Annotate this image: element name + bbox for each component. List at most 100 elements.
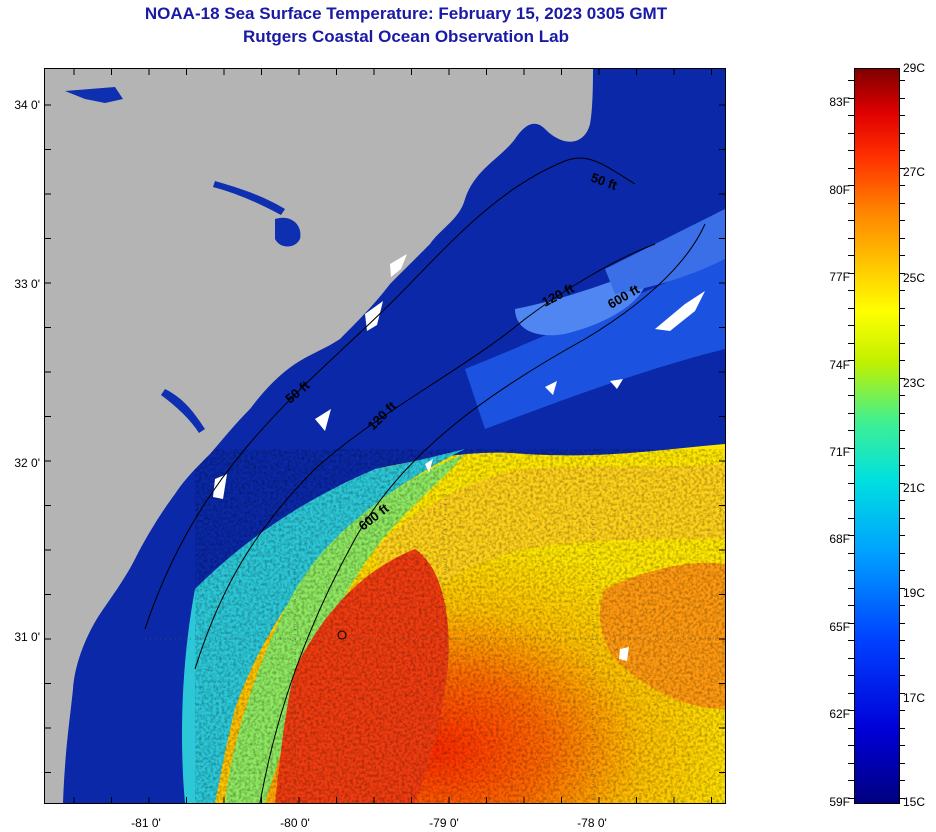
colorbar-tick [899, 780, 905, 781]
colorbar-tick [899, 430, 905, 431]
colorbar-tick [848, 150, 854, 151]
colorbar-label-59f: 59F [829, 795, 850, 809]
colorbar-tick [899, 115, 905, 116]
colorbar-tick [848, 517, 854, 519]
colorbar-tick [899, 482, 905, 484]
colorbar-tick [848, 237, 854, 239]
colorbar-label-25c: 25C [903, 271, 926, 285]
lon-label-78: -78 0' [577, 816, 607, 830]
colorbar-tick [848, 780, 854, 781]
colorbar-label-23c: 23C [903, 376, 926, 390]
colorbar-tick [848, 710, 854, 711]
sst-map[interactable]: 50 ft 120 ft 600 ft 50 ft 120 ft 600 ft [44, 68, 726, 804]
colorbar-tick [899, 447, 905, 449]
inland-lake [275, 217, 301, 247]
colorbar-label-77f: 77F [829, 270, 850, 284]
colorbar-tick [848, 692, 854, 694]
colorbar-tick [899, 552, 905, 554]
colorbar-tick [848, 80, 854, 81]
colorbar-tick [899, 500, 905, 501]
colorbar-tick [848, 447, 854, 449]
lon-label-79: -79 0' [429, 816, 459, 830]
colorbar-tick [899, 762, 905, 764]
colorbar-tick [848, 342, 854, 344]
colorbar-label-21c: 21C [903, 481, 926, 495]
colorbar-tick [848, 587, 854, 589]
colorbar-tick [848, 570, 854, 571]
colorbar-tick [899, 745, 905, 746]
cool-water-patch-2 [605, 209, 725, 294]
colorbar-tick [899, 622, 905, 624]
colorbar-tick [848, 272, 854, 274]
colorbar-tick [899, 307, 905, 309]
map-subtitle: Rutgers Coastal Ocean Observation Lab [243, 27, 569, 46]
colorbar-tick [848, 412, 854, 414]
lat-label-33: 33 0' [14, 277, 40, 291]
colorbar-tick [848, 185, 854, 186]
colorbar-label-19c: 19C [903, 586, 926, 600]
colorbar-tick [899, 290, 905, 291]
bathymetry-contours [144, 157, 706, 803]
colorbar-tick [899, 360, 905, 361]
colorbar-tick [899, 675, 905, 676]
colorbar-label-83f: 83F [829, 95, 850, 109]
colorbar-tick [848, 762, 854, 764]
colorbar-label-68f: 68F [829, 532, 850, 546]
colorbar-tick [899, 395, 905, 396]
colorbar-tick [899, 150, 905, 151]
colorbar-tick [848, 797, 854, 799]
colorbar-tick [848, 465, 854, 466]
cloud-mask [213, 254, 705, 661]
colorbar-tick [899, 80, 905, 81]
colorbar-tick [899, 342, 905, 344]
colorbar-tick [899, 377, 905, 379]
river-inlet [213, 181, 285, 215]
colorbar-tick [899, 710, 905, 711]
lat-label-34: 34 0' [14, 98, 40, 112]
lon-label-81: -81 0' [131, 816, 161, 830]
sst-map-canvas: 50 ft 120 ft 600 ft 50 ft 120 ft 600 ft [45, 69, 725, 803]
colorbar-tick [848, 535, 854, 536]
colorbar-label-65f: 65F [829, 620, 850, 634]
colorbar-label-80f: 80F [829, 183, 850, 197]
map-title: NOAA-18 Sea Surface Temperature: Februar… [144, 4, 668, 23]
colorbar-tick [848, 202, 854, 204]
colorbar-tick [899, 202, 905, 204]
data-noise [195, 449, 725, 803]
colorbar-tick [848, 97, 854, 99]
colorbar-tick [848, 640, 854, 641]
contour-50ft [144, 157, 636, 630]
colorbar-label-29c: 29C [903, 61, 926, 75]
colorbar-tick [848, 307, 854, 309]
colorbar-tick [899, 237, 905, 239]
colorbar-tick [899, 797, 905, 799]
colorbar-tick [899, 465, 905, 466]
colorbar-tick [848, 605, 854, 606]
colorbar-tick [899, 167, 905, 169]
colorbar-tick [848, 622, 854, 624]
colorbar-tick [899, 692, 905, 694]
colorbar-label-17c: 17C [903, 691, 926, 705]
colorbar-tick [848, 325, 854, 326]
station-marker[interactable] [337, 630, 347, 640]
land-mass [45, 69, 593, 803]
colorbar-tick [848, 482, 854, 484]
colorbar-tick [848, 552, 854, 554]
colorbar-tick [899, 255, 905, 256]
colorbar-tick [848, 745, 854, 746]
colorbar-tick [848, 377, 854, 379]
colorbar-tick [848, 657, 854, 659]
contour-120ft [194, 243, 656, 670]
lon-label-80: -80 0' [280, 816, 310, 830]
colorbar-tick [899, 605, 905, 606]
contour-600ft [259, 223, 706, 803]
colorbar-tick [899, 727, 905, 729]
colorbar-tick [848, 500, 854, 501]
colorbar-tick [899, 535, 905, 536]
graticule [145, 489, 725, 803]
colorbar-tick [848, 430, 854, 431]
colorbar-label-62f: 62F [829, 707, 850, 721]
colorbar-tick [899, 325, 905, 326]
colorbar-tick [899, 412, 905, 414]
colorbar-tick [848, 255, 854, 256]
